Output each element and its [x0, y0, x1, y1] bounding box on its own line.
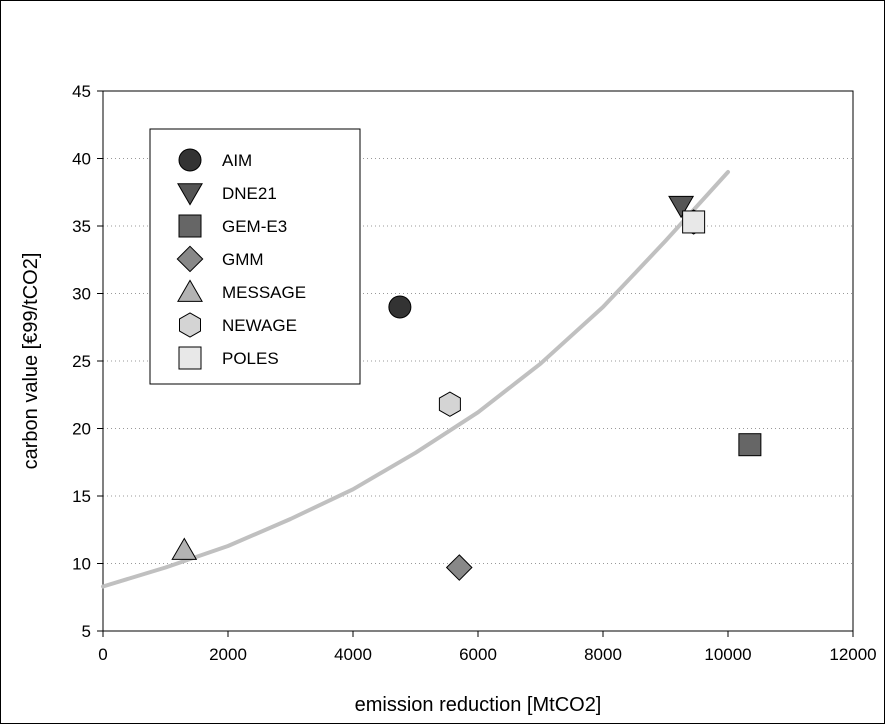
legend-label-gem-e3: GEM-E3 — [222, 217, 287, 236]
legend-marker-gem-e3 — [178, 214, 202, 238]
y-tick-label: 10 — [72, 555, 91, 574]
point-gmm — [445, 554, 473, 581]
trendline-layer — [101, 170, 730, 589]
point-poles — [682, 210, 706, 234]
legend-marker-gmm — [176, 245, 204, 273]
point-dne21 — [668, 195, 695, 219]
x-tick-label: 6000 — [459, 645, 497, 664]
point-aim — [388, 295, 412, 319]
y-tick-label: 30 — [72, 285, 91, 304]
x-tick-label: 4000 — [334, 645, 372, 664]
legend-label-dne21: DNE21 — [222, 184, 277, 203]
x-tick-label: 0 — [98, 645, 107, 664]
legend: AIM DNE21 GEM-E3 GMM MESSAGE NEWAGE POLES — [149, 128, 361, 385]
legend-label-newage: NEWAGE — [222, 316, 297, 335]
legend-marker-poles — [178, 346, 202, 370]
legend-label-message: MESSAGE — [222, 283, 306, 302]
exponential-trendline — [101, 170, 730, 589]
y-tick-label: 40 — [72, 150, 91, 169]
x-tick-label: 10000 — [704, 645, 751, 664]
y-tick-label: 20 — [72, 420, 91, 439]
legend-marker-aim — [178, 148, 202, 172]
y-tick-label: 35 — [72, 217, 91, 236]
y-tick-label: 5 — [82, 622, 91, 641]
legend-marker-message — [177, 279, 203, 302]
legend-marker-dne21 — [177, 183, 203, 206]
y-tick-label: 45 — [72, 82, 91, 101]
x-axis-label: emission reduction [MtCO2] — [355, 694, 602, 716]
point-newage — [438, 391, 461, 417]
point-message — [171, 537, 198, 560]
axes: 5 10 15 20 25 30 35 40 45 0 2000 4000 6000 8000 10000 1… — [72, 82, 877, 664]
legend-label-gmm: GMM — [222, 250, 264, 269]
y-axis-label: carbon value [€99/tCO2] — [20, 253, 42, 470]
y-tick-label: 25 — [72, 352, 91, 371]
x-tick-label: 2000 — [209, 645, 247, 664]
legend-marker-newage — [179, 312, 201, 338]
legend-label-poles: POLES — [222, 349, 279, 368]
point-gem-e3 — [738, 433, 762, 457]
x-tick-label: 12000 — [829, 645, 876, 664]
x-tick-label: 8000 — [584, 645, 622, 664]
data-points — [171, 195, 762, 581]
y-tick-label: 15 — [72, 487, 91, 506]
legend-label-aim: AIM — [222, 151, 252, 170]
